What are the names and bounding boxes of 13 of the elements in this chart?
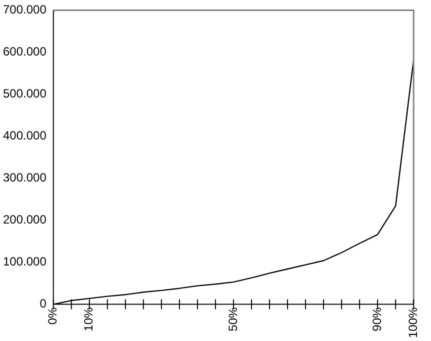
y-tick-label: 600.000 xyxy=(2,44,47,59)
x-tick-label: 10% xyxy=(82,306,96,332)
x-tick-label: 100% xyxy=(406,306,420,338)
y-tick-label: 400.000 xyxy=(2,128,47,143)
y-tick-label: 100.000 xyxy=(2,254,47,269)
y-tick-label: 700.000 xyxy=(2,2,47,17)
y-tick-label: 300.000 xyxy=(2,170,47,185)
y-tick-label: 500.000 xyxy=(2,86,47,101)
y-tick-label: 0 xyxy=(40,296,47,311)
x-tick-label: 90% xyxy=(370,306,384,332)
x-tick-label: 0% xyxy=(46,306,60,325)
y-tick-label: 200.000 xyxy=(2,212,47,227)
x-tick-label: 50% xyxy=(226,306,240,332)
